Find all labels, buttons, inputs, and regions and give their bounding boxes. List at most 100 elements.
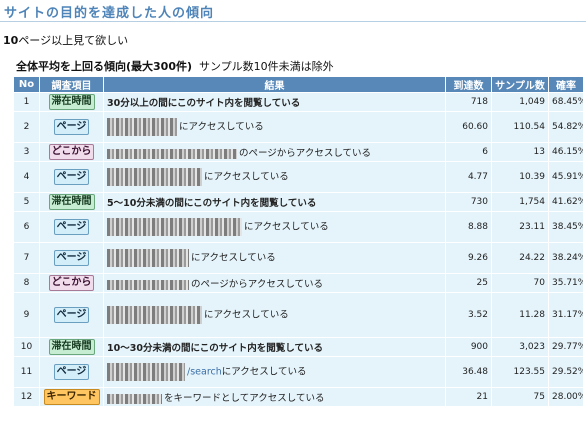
reach-value: 9.26 xyxy=(445,242,492,274)
row-number: 7 xyxy=(13,242,40,274)
category-badge[interactable]: ページ xyxy=(53,307,90,323)
category-badge[interactable]: ページ xyxy=(53,119,90,135)
row-result-cell: 5～10分未満の間にこのサイト内を閲覧している xyxy=(103,192,446,212)
row-result-cell: /searchにアクセスしている xyxy=(103,356,446,388)
sample-value: 1,754 xyxy=(491,192,549,212)
col-header-result[interactable]: 結果 xyxy=(103,76,446,93)
reach-value: 25 xyxy=(445,273,492,293)
goal-text: 10ページ以上見て欲しい xyxy=(3,32,128,48)
col-header-samples[interactable]: サンプル数 xyxy=(491,76,549,93)
redacted-text xyxy=(107,118,177,136)
sample-value: 11.28 xyxy=(491,292,549,338)
row-result-cell: にアクセスしている xyxy=(103,211,446,243)
row-number: 6 xyxy=(13,211,40,243)
rate-value: 46.15% xyxy=(548,142,584,162)
rate-value: 41.62% xyxy=(548,192,584,212)
result-text: にアクセスしている xyxy=(179,121,264,133)
sample-value: 70 xyxy=(491,273,549,293)
goal-count: 10 xyxy=(3,34,19,47)
row-number: 1 xyxy=(13,92,40,112)
category-badge[interactable]: 滞在時間 xyxy=(48,194,95,210)
rate-value: 54.82% xyxy=(548,111,584,143)
table-row: 10 滞在時間 10～30分未満の間にこのサイト内を閲覧している 900 3,023 29… xyxy=(13,337,584,357)
reach-value: 4.77 xyxy=(445,161,492,193)
category-badge[interactable]: ページ xyxy=(53,169,90,185)
row-result-cell: にアクセスしている xyxy=(103,111,446,143)
reach-value: 718 xyxy=(445,92,492,112)
reach-value: 3.52 xyxy=(445,292,492,338)
col-header-reach[interactable]: 到達数 xyxy=(445,76,492,93)
table-row: 3 どこから のページからアクセスしている 6 13 46.15% xyxy=(13,142,584,162)
rate-value: 31.17% xyxy=(548,292,584,338)
col-header-category[interactable]: 調査項目 xyxy=(39,76,104,93)
rate-value: 29.77% xyxy=(548,337,584,357)
redacted-text xyxy=(107,218,242,236)
reach-value: 36.48 xyxy=(445,356,492,388)
redacted-text xyxy=(107,363,185,381)
row-category-cell: 滞在時間 xyxy=(39,337,104,357)
reach-value: 730 xyxy=(445,192,492,212)
redacted-text xyxy=(107,279,189,290)
rate-value: 29.52% xyxy=(548,356,584,388)
row-number: 10 xyxy=(13,337,40,357)
row-number: 4 xyxy=(13,161,40,193)
page-header: サイトの目的を達成した人の傾向 xyxy=(0,0,586,22)
result-text: にアクセスしている xyxy=(204,171,289,183)
row-number: 11 xyxy=(13,356,40,388)
category-badge[interactable]: ページ xyxy=(53,250,90,266)
table-row: 4 ページ にアクセスしている 4.77 10.39 45.91% xyxy=(13,161,584,193)
category-badge[interactable]: どこから xyxy=(48,275,95,291)
redacted-text xyxy=(107,249,189,267)
category-badge[interactable]: 滞在時間 xyxy=(48,94,95,110)
sample-value: 1,049 xyxy=(491,92,549,112)
table-row: 6 ページ にアクセスしている 8.88 23.11 38.45% xyxy=(13,211,584,243)
table-header-row: No 調査項目 結果 到達数 サンプル数 確率 xyxy=(13,76,584,93)
subtitle-note: サンプル数10件未満は除外 xyxy=(199,60,334,73)
result-url-link[interactable]: /search xyxy=(187,366,222,378)
result-text: にアクセスしている xyxy=(191,252,276,264)
row-category-cell: ページ xyxy=(39,111,104,143)
row-category-cell: 滞在時間 xyxy=(39,92,104,112)
row-result-cell: をキーワードとしてアクセスしている xyxy=(103,387,446,407)
category-badge[interactable]: ページ xyxy=(53,364,90,380)
row-result-cell: のページからアクセスしている xyxy=(103,142,446,162)
reach-value: 900 xyxy=(445,337,492,357)
category-badge[interactable]: 滞在時間 xyxy=(48,339,95,355)
row-category-cell: ページ xyxy=(39,242,104,274)
row-category-cell: ページ xyxy=(39,211,104,243)
reach-value: 21 xyxy=(445,387,492,407)
col-header-rate[interactable]: 確率 xyxy=(548,76,584,93)
rate-value: 35.71% xyxy=(548,273,584,293)
result-text: 30分以上の間にこのサイト内を閲覧している xyxy=(107,98,301,109)
row-result-cell: 10～30分未満の間にこのサイト内を閲覧している xyxy=(103,337,446,357)
sample-value: 110.54 xyxy=(491,111,549,143)
result-text: にアクセスしている xyxy=(204,309,289,321)
sample-value: 24.22 xyxy=(491,242,549,274)
row-category-cell: どこから xyxy=(39,142,104,162)
result-text: にアクセスしている xyxy=(221,366,307,378)
reach-value: 60.60 xyxy=(445,111,492,143)
row-number: 9 xyxy=(13,292,40,338)
row-number: 2 xyxy=(13,111,40,143)
table-row: 2 ページ にアクセスしている 60.60 110.54 54.82% xyxy=(13,111,584,143)
row-number: 3 xyxy=(13,142,40,162)
row-category-cell: 滞在時間 xyxy=(39,192,104,212)
table-row: 8 どこから のページからアクセスしている 25 70 35.71% xyxy=(13,273,584,293)
results-table: No 調査項目 結果 到達数 サンプル数 確率 1 滞在時間 30分以上の間にこのサ… xyxy=(13,76,584,407)
sample-value: 10.39 xyxy=(491,161,549,193)
sample-value: 3,023 xyxy=(491,337,549,357)
category-badge[interactable]: どこから xyxy=(48,144,95,160)
result-text: をキーワードとしてアクセスしている xyxy=(164,393,325,404)
col-header-no[interactable]: No xyxy=(13,76,40,93)
category-badge[interactable]: キーワード xyxy=(43,389,100,405)
result-text: 5～10分未満の間にこのサイト内を閲覧している xyxy=(107,198,317,209)
row-result-cell: にアクセスしている xyxy=(103,242,446,274)
table-row: 12 キーワード をキーワードとしてアクセスしている 21 75 28.00% xyxy=(13,387,584,407)
goal-label: ページ以上見て欲しい xyxy=(18,34,129,47)
category-badge[interactable]: ページ xyxy=(53,219,90,235)
reach-value: 6 xyxy=(445,142,492,162)
result-text: のページからアクセスしている xyxy=(191,279,324,290)
sample-value: 13 xyxy=(491,142,549,162)
table-row: 11 ページ/searchにアクセスしている 36.48 123.55 29.52% xyxy=(13,356,584,388)
row-number: 12 xyxy=(13,387,40,407)
